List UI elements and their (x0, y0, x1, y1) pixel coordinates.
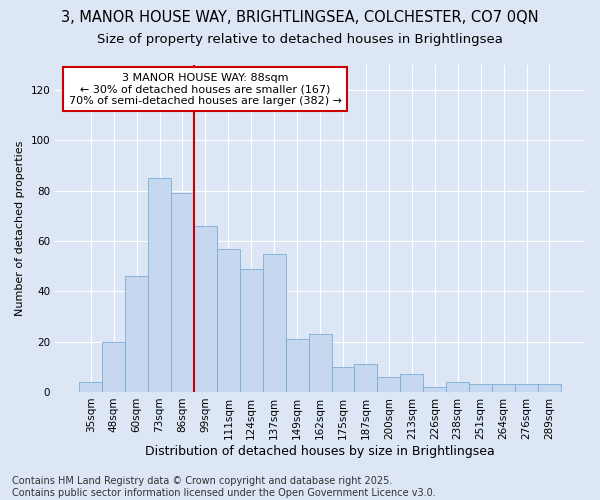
Bar (400, 374, 423, 392)
X-axis label: Distribution of detached houses by size in Brightlingsea: Distribution of detached houses by size … (145, 444, 495, 458)
Y-axis label: Number of detached properties: Number of detached properties (15, 141, 25, 316)
Bar (79, 382, 102, 392)
Bar (492, 384, 515, 392)
Text: 3, MANOR HOUSE WAY, BRIGHTLINGSEA, COLCHESTER, CO7 0QN: 3, MANOR HOUSE WAY, BRIGHTLINGSEA, COLCH… (61, 10, 539, 25)
Bar (469, 384, 492, 392)
Bar (515, 384, 538, 392)
Bar (538, 384, 561, 392)
Bar (171, 194, 194, 392)
Bar (355, 364, 377, 392)
Bar (125, 276, 148, 392)
Bar (423, 387, 446, 392)
Bar (263, 254, 286, 392)
Bar (446, 382, 469, 392)
Bar (217, 248, 240, 392)
Bar (377, 377, 400, 392)
Text: 3 MANOR HOUSE WAY: 88sqm
← 30% of detached houses are smaller (167)
70% of semi-: 3 MANOR HOUSE WAY: 88sqm ← 30% of detach… (69, 72, 342, 106)
Bar (240, 268, 263, 392)
Bar (308, 334, 332, 392)
Bar (102, 342, 125, 392)
Text: Size of property relative to detached houses in Brightlingsea: Size of property relative to detached ho… (97, 32, 503, 46)
Text: Contains HM Land Registry data © Crown copyright and database right 2025.
Contai: Contains HM Land Registry data © Crown c… (12, 476, 436, 498)
Bar (148, 178, 171, 392)
Bar (286, 339, 308, 392)
Bar (332, 367, 355, 392)
Bar (194, 226, 217, 392)
